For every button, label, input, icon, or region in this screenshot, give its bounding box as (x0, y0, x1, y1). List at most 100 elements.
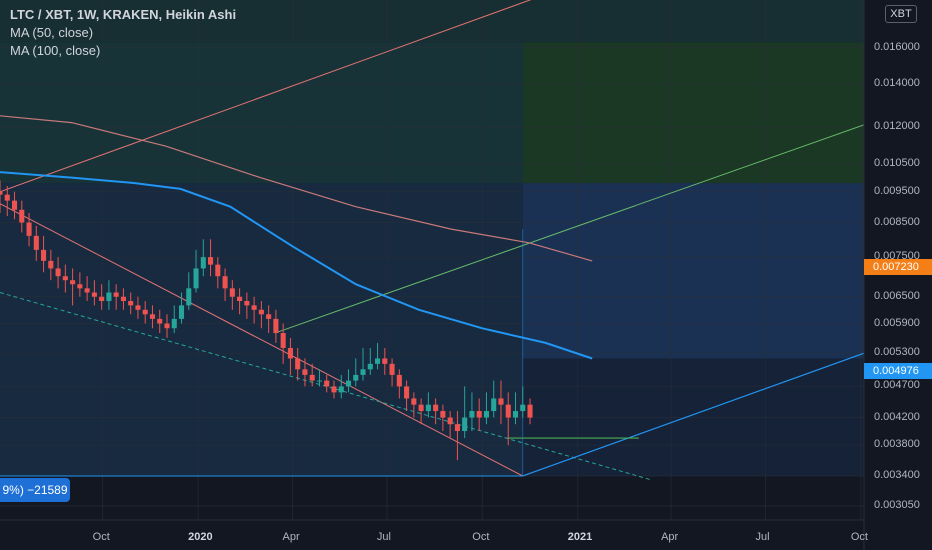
x-tick-label: Oct (850, 531, 868, 543)
candle-body (200, 257, 206, 269)
candle-body (331, 386, 337, 393)
fib-zone (0, 42, 523, 184)
candle-body (19, 209, 25, 223)
candle-body (469, 411, 475, 418)
candle-body (164, 323, 170, 329)
candle-body (178, 305, 185, 319)
candle-body (251, 305, 257, 310)
candle-body (425, 404, 431, 412)
x-tick-label: Oct (92, 531, 110, 543)
candle-body (491, 398, 497, 412)
candle-body (382, 358, 388, 364)
candle-body (55, 268, 61, 277)
candle-body (280, 333, 286, 349)
time-axis-bg (0, 520, 864, 550)
fib-shading (0, 0, 864, 476)
candle-body (367, 363, 373, 370)
candle-body (91, 292, 97, 297)
x-tick-label: Jul (755, 531, 770, 543)
candle-body (113, 292, 119, 297)
candle-body (215, 264, 221, 277)
candle-body (316, 380, 323, 382)
candle-body (11, 200, 18, 210)
currency-badge[interactable]: XBT (885, 5, 917, 23)
candle-body (433, 404, 439, 412)
candle-body (48, 260, 54, 269)
fib-zone (522, 42, 864, 184)
y-tick-label: 0.010500 (874, 157, 920, 170)
legend-ma100: MA (100, close) (10, 43, 101, 58)
candle-body (483, 411, 489, 418)
y-tick-label: 0.003050 (874, 499, 920, 512)
candle-body (527, 404, 533, 418)
candle-body (447, 417, 453, 425)
x-tick-label: Jul (376, 531, 391, 543)
candle-body (193, 268, 199, 289)
x-tick-label: Oct (472, 531, 490, 543)
candle-body (295, 358, 301, 370)
candle-body (287, 348, 293, 359)
candle-body (41, 249, 47, 261)
candle-body (208, 257, 214, 265)
candle-body (498, 398, 504, 405)
candle-body (345, 380, 352, 387)
candle-body (454, 424, 460, 432)
y-tick-label: 0.008500 (874, 215, 920, 228)
candle-body (375, 358, 381, 364)
ma50-line (0, 171, 593, 360)
fib-zone (0, 183, 523, 476)
fan-line (522, 352, 865, 477)
y-tick-label: 0.004200 (874, 410, 920, 423)
candle-body (476, 411, 482, 418)
candle-body (186, 288, 192, 306)
x-tick-label: Apr (282, 531, 300, 543)
candle-body (128, 301, 134, 306)
y-tick-label: 0.012000 (874, 120, 920, 133)
legend-ma50: MA (50, close) (10, 25, 94, 40)
candle-body (26, 222, 32, 236)
candle-body (309, 374, 315, 381)
candle-body (77, 284, 83, 289)
candle-body (106, 292, 112, 302)
candle-body (404, 386, 410, 399)
candle-body (360, 369, 366, 375)
moving-averages (0, 115, 593, 360)
candle-body (440, 411, 446, 418)
candle-body (157, 318, 163, 324)
candle-body (84, 288, 90, 293)
candle-body (418, 404, 424, 412)
candle-body (396, 374, 402, 387)
candle-body (266, 314, 272, 319)
y-tick-label: 0.005900 (874, 316, 920, 329)
candle-body (324, 380, 330, 387)
candle-body (302, 369, 308, 375)
candle-body (171, 318, 177, 329)
candle-body (62, 276, 68, 281)
candle-body (0, 191, 3, 195)
y-tick-label: 0.005300 (874, 346, 920, 359)
candle-body (135, 305, 141, 310)
candle-body (520, 404, 526, 412)
candle-body (33, 235, 39, 250)
candles (0, 180, 533, 461)
x-tick-label: Apr (661, 531, 679, 543)
fan-line (274, 124, 865, 334)
ma100-line (0, 115, 593, 262)
fib-zone (522, 183, 864, 359)
candle-body (389, 363, 395, 375)
y-tick-label: 0.006500 (874, 289, 920, 302)
candle-body (70, 280, 76, 285)
candle-body (258, 309, 264, 315)
x-tick-label: 2021 (567, 531, 593, 543)
range-badge: 9%) −21589 (0, 478, 70, 502)
candle-body (273, 318, 279, 334)
candle-body (244, 301, 250, 306)
candle-body (338, 386, 344, 393)
y-tick-label: 0.003800 (874, 438, 920, 451)
candle-body (4, 194, 10, 201)
candle-body (411, 398, 417, 405)
y-tick-label: 0.007500 (874, 250, 920, 263)
candle-body (120, 296, 126, 302)
candle-body (149, 314, 156, 319)
